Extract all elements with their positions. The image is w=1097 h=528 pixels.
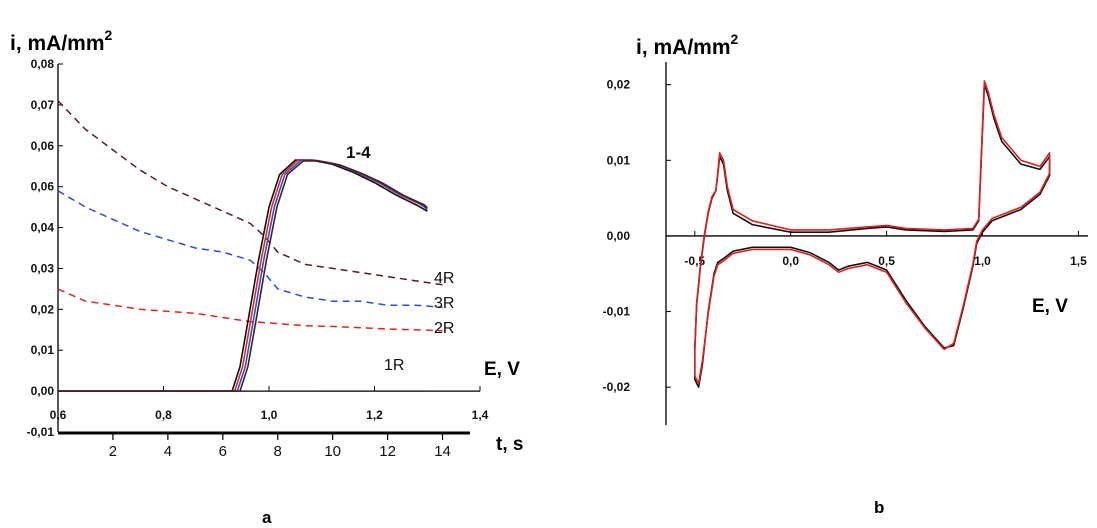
panel-b-axes	[665, 62, 1088, 425]
panel-a-y-tick-label: 0,01	[31, 343, 55, 357]
panel-b-x-tick-label: 1,0	[974, 254, 991, 268]
label-2R: 2R	[434, 320, 454, 337]
panel-a-t-tick-label: 4	[164, 443, 172, 460]
panel-b: i, mA/mm2 0,020,010,00-0,01-0,02 -0,5 0,0…	[603, 31, 1088, 517]
panel-a-y-tick-label: -0,01	[27, 425, 55, 439]
panel-a-t-tick-label: 8	[274, 443, 282, 460]
panel-b-x-tick-label: 0,5	[878, 254, 895, 268]
panel-b-xlabel: E, V	[1032, 296, 1068, 317]
panel-a-y-tick-label: 0,06	[31, 180, 55, 194]
panel-a-y-tick-label: 0,08	[31, 57, 55, 71]
panel-b-y-tick-label: 0,01	[607, 153, 631, 167]
panel-a-x-tick-label: 1,0	[261, 408, 278, 422]
panel-b-x-tick-label: 1,5	[1070, 254, 1087, 268]
panel-a-x-tick-label: 1,4	[472, 408, 489, 422]
panel-a-x-tick-label: 1,2	[366, 408, 383, 422]
panel-b-ylabel: i, mA/mm2	[636, 31, 739, 59]
panel-a-t-ticks: 2 4 6 8 10 12 14	[109, 433, 451, 460]
panel-a-y-tick-label: 0,00	[31, 384, 55, 398]
panel-a-series-1	[58, 159, 428, 392]
panel-a-series-4	[58, 160, 428, 392]
label-1R: 1R	[384, 357, 404, 374]
panel-a: i, mA/mm2 0,080,070,060,060,040,030,020,…	[10, 27, 523, 527]
panel-b-label: b	[874, 498, 884, 517]
panel-b-y-tick-label: -0,01	[603, 305, 631, 319]
label-1-4: 1-4	[346, 143, 371, 162]
panel-b-x-ticks: -0,5 0,0 0,5 1,0 1,5	[684, 230, 1087, 268]
panel-b-y-tick-label: 0,00	[607, 229, 631, 243]
panel-a-t-tick-label: 2	[109, 443, 117, 460]
panel-a-t-tick-label: 6	[219, 443, 227, 460]
panel-a-series-4R	[57, 100, 443, 286]
panel-a-t-tick-label: 12	[379, 443, 396, 460]
panel-b-y-ticks: 0,02 0,01 0,00 -0,01 -0,02	[603, 78, 671, 394]
panel-a-y-tick-label: 0,07	[31, 98, 55, 112]
panel-b-series-red	[693, 80, 1051, 385]
panel-a-y-tick-label: 0,04	[31, 221, 55, 235]
panel-a-ylabel: i, mA/mm2	[10, 27, 113, 55]
panel-a-y-tick-label: 0,03	[31, 261, 55, 275]
panel-a-series-3	[58, 159, 428, 392]
panel-a-series	[57, 100, 443, 392]
panel-b-series	[693, 80, 1051, 389]
panel-a-x-tick-label: 0,8	[155, 408, 172, 422]
panel-b-y-tick-label: -0,02	[603, 380, 631, 394]
panel-a-y-tick-label: 0,02	[31, 302, 55, 316]
panel-a-t-tick-label: 10	[324, 443, 341, 460]
panel-a-ylabel-sup: 2	[105, 27, 113, 43]
label-4R: 4R	[434, 270, 454, 287]
panel-b-y-tick-label: 0,02	[607, 78, 631, 92]
panel-a-x-ticks: 0,6 0,8 1,0 1,2 1,4	[50, 386, 489, 422]
panel-b-ylabel-sup: 2	[731, 31, 739, 47]
panel-a-label: a	[262, 508, 272, 527]
label-3R: 3R	[434, 295, 454, 312]
panel-b-x-tick-label: 0,0	[782, 254, 799, 268]
panel-a-series-2	[58, 159, 428, 392]
panel-a-series-3R	[57, 190, 443, 309]
panel-a-tlabel: t, s	[496, 434, 523, 455]
panel-a-y-ticks: 0,08 0,07 0,06 0,06 0,04 0,03 0,02 0,01 0,00 -0,0…	[27, 57, 63, 439]
panel-a-t-tick-label: 14	[434, 443, 451, 460]
panel-a-y-tick-label: 0,06	[31, 139, 55, 153]
panel-a-xlabel: E, V	[484, 359, 520, 380]
